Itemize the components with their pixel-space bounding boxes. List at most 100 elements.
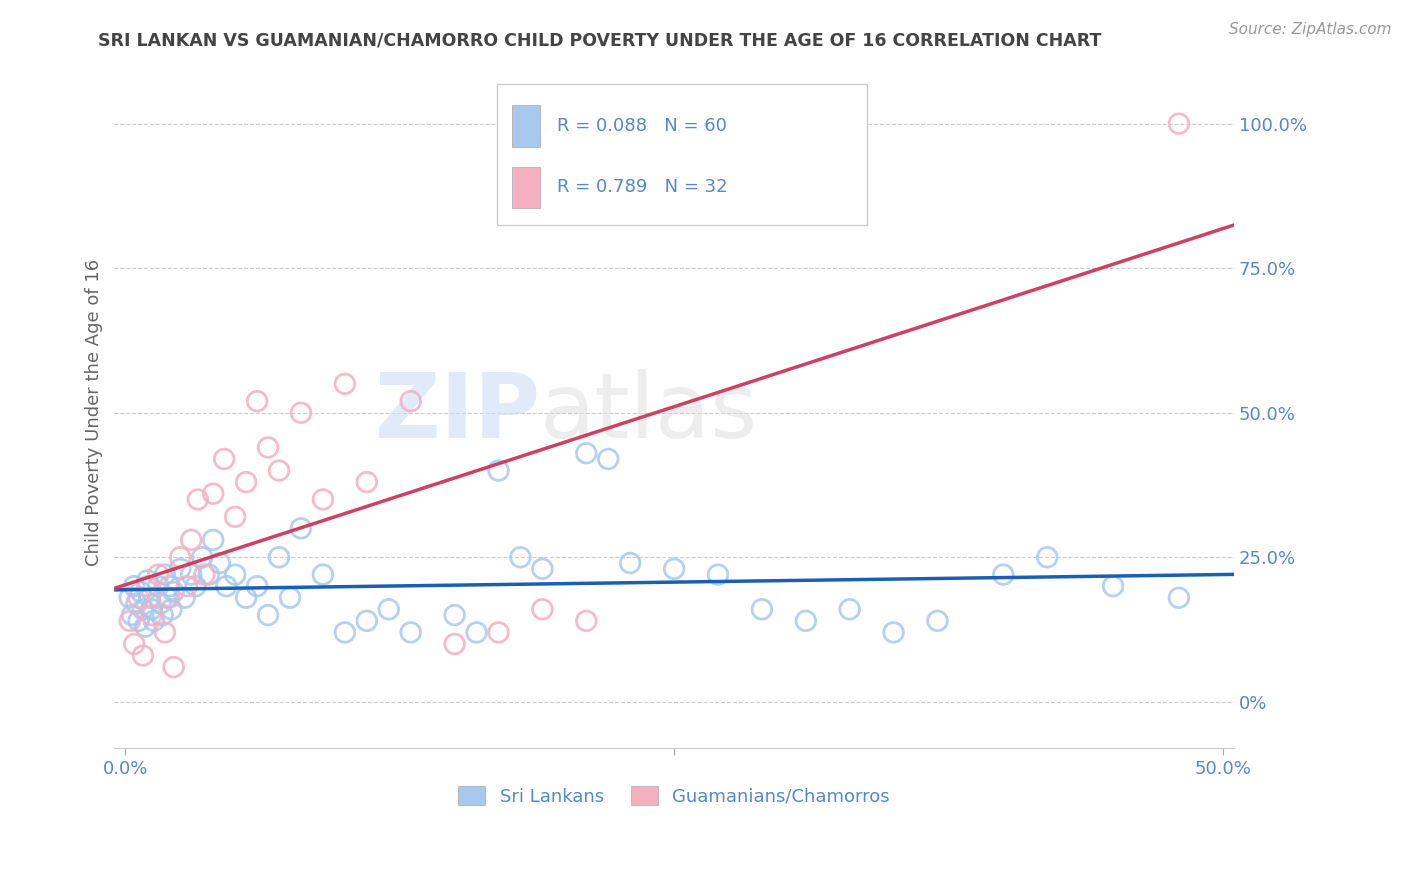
Point <box>153 567 176 582</box>
Point <box>267 550 290 565</box>
Point <box>152 608 174 623</box>
Point <box>1036 550 1059 565</box>
Point <box>257 608 280 623</box>
Point <box>129 585 152 599</box>
Point <box>157 591 180 605</box>
Point <box>488 464 510 478</box>
Point <box>312 567 335 582</box>
Point <box>246 579 269 593</box>
Point <box>180 533 202 547</box>
Point <box>128 591 150 605</box>
Point <box>465 625 488 640</box>
Point <box>141 602 163 616</box>
Point <box>138 591 160 605</box>
Point <box>575 446 598 460</box>
Point <box>187 492 209 507</box>
Point <box>169 562 191 576</box>
Point <box>290 521 312 535</box>
Point <box>751 602 773 616</box>
Text: R = 0.088   N = 60: R = 0.088 N = 60 <box>557 117 727 135</box>
Point <box>141 608 163 623</box>
Point <box>132 648 155 663</box>
Point <box>193 567 215 582</box>
Point <box>157 579 180 593</box>
Point <box>134 620 156 634</box>
Point <box>883 625 905 640</box>
Bar <box>512 167 540 208</box>
Point <box>1102 579 1125 593</box>
Point <box>176 579 198 593</box>
Point <box>927 614 949 628</box>
Point <box>215 579 238 593</box>
Point <box>156 591 179 605</box>
Point <box>136 574 159 588</box>
Point <box>356 614 378 628</box>
Point <box>399 394 422 409</box>
Point <box>662 562 685 576</box>
Point <box>180 567 202 582</box>
Point <box>184 579 207 593</box>
Point <box>356 475 378 489</box>
Text: ZIP: ZIP <box>374 368 540 457</box>
Point <box>163 585 186 599</box>
Text: atlas: atlas <box>540 368 758 457</box>
Point <box>148 567 170 582</box>
Point <box>160 602 183 616</box>
Point <box>235 475 257 489</box>
Point <box>118 591 141 605</box>
Point <box>121 608 143 623</box>
Point <box>208 556 231 570</box>
Point <box>257 441 280 455</box>
Point <box>794 614 817 628</box>
Point <box>531 602 554 616</box>
Point <box>191 550 214 565</box>
Point <box>531 562 554 576</box>
Text: R = 0.789   N = 32: R = 0.789 N = 32 <box>557 178 727 196</box>
Point <box>509 550 531 565</box>
Point <box>224 509 246 524</box>
Point <box>399 625 422 640</box>
Point <box>142 614 165 628</box>
Point <box>333 625 356 640</box>
Point <box>132 602 155 616</box>
Point <box>443 608 465 623</box>
Point <box>197 567 219 582</box>
Text: SRI LANKAN VS GUAMANIAN/CHAMORRO CHILD POVERTY UNDER THE AGE OF 16 CORRELATION C: SRI LANKAN VS GUAMANIAN/CHAMORRO CHILD P… <box>98 31 1102 49</box>
Point <box>202 533 225 547</box>
Point <box>378 602 401 616</box>
Point <box>173 591 195 605</box>
Bar <box>512 105 540 146</box>
Point <box>575 614 598 628</box>
Text: Source: ZipAtlas.com: Source: ZipAtlas.com <box>1229 22 1392 37</box>
Point <box>246 394 269 409</box>
Point <box>122 637 145 651</box>
Point <box>278 591 301 605</box>
Point <box>148 579 170 593</box>
Point <box>488 625 510 640</box>
Point <box>443 637 465 651</box>
Point <box>619 556 641 570</box>
Point <box>235 591 257 605</box>
Point <box>267 464 290 478</box>
Point <box>707 567 730 582</box>
Point <box>202 486 225 500</box>
Point <box>149 597 172 611</box>
Point <box>312 492 335 507</box>
Point <box>224 567 246 582</box>
Point <box>136 579 159 593</box>
Point <box>598 452 620 467</box>
Point <box>122 579 145 593</box>
Point <box>125 597 148 611</box>
Point <box>993 567 1015 582</box>
Point <box>153 625 176 640</box>
Y-axis label: Child Poverty Under the Age of 16: Child Poverty Under the Age of 16 <box>86 260 103 566</box>
Point <box>290 406 312 420</box>
Legend: Sri Lankans, Guamanians/Chamorros: Sri Lankans, Guamanians/Chamorros <box>451 779 897 813</box>
Point <box>118 614 141 628</box>
Point <box>128 614 150 628</box>
Point <box>163 660 186 674</box>
Point <box>838 602 860 616</box>
Point <box>212 452 235 467</box>
Point <box>169 550 191 565</box>
FancyBboxPatch shape <box>498 84 866 225</box>
